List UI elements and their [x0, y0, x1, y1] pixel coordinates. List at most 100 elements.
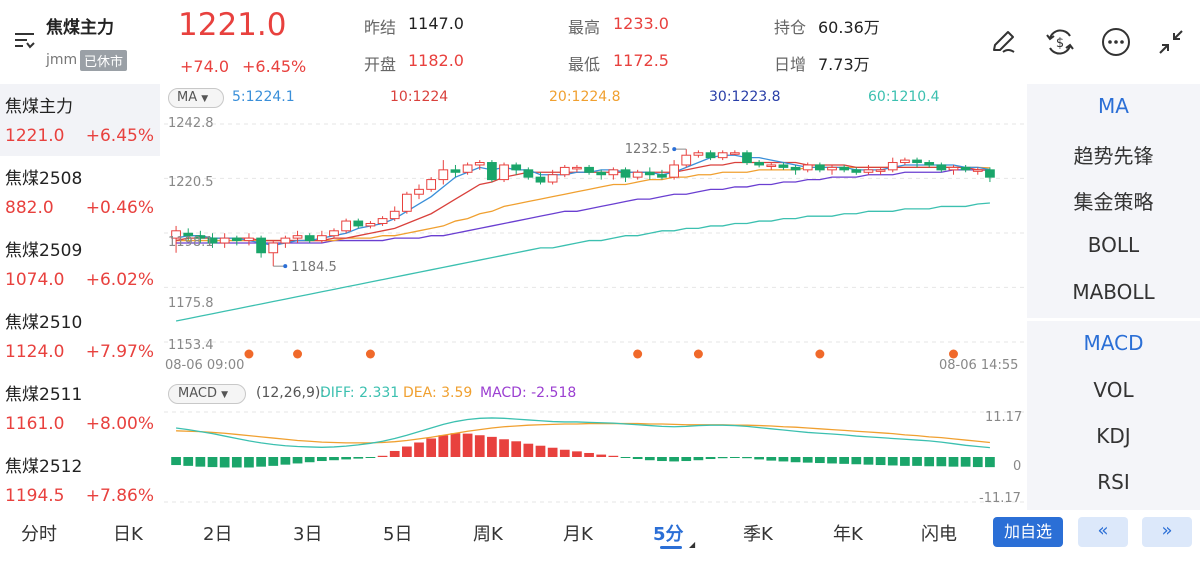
candle: [620, 167, 631, 183]
candle-body: [657, 174, 667, 178]
indicator-macd[interactable]: MACD: [1083, 331, 1144, 355]
candle-body: [596, 171, 607, 176]
tab-3day[interactable]: 3日: [293, 524, 323, 545]
candle: [778, 162, 789, 170]
candle-body: [584, 166, 594, 173]
tab-underline: [660, 546, 682, 549]
macd-bar: [657, 457, 667, 462]
candle: [985, 167, 995, 183]
candle-body: [742, 152, 752, 164]
candle-body: [183, 232, 194, 237]
contract-list-item[interactable]: 焦煤2511 1161.0 +8.00%: [0, 372, 160, 444]
candle-body: [487, 162, 497, 181]
macd-bar: [766, 457, 777, 461]
stat-value-daily-increase: 7.73万: [818, 55, 870, 74]
contract-list-item[interactable]: 焦煤主力 1221.0 +6.45%: [0, 84, 160, 156]
macd-bar: [644, 457, 655, 461]
tab-5day[interactable]: 5日: [383, 524, 413, 545]
contract-name: 焦煤主力: [46, 18, 114, 38]
more-icon[interactable]: [1100, 26, 1132, 58]
indicator-capital-strategy[interactable]: 集金策略: [1073, 190, 1154, 214]
contract-list-name: 焦煤2509: [5, 241, 83, 261]
tab-intraday[interactable]: 分时: [21, 524, 57, 545]
macd-bar: [499, 439, 509, 457]
caret-icon: ◢: [689, 540, 696, 549]
macd-bar: [511, 441, 522, 457]
macd-bar: [304, 457, 315, 463]
macd-bar: [474, 435, 485, 457]
indicator-trend-pioneer[interactable]: 趋势先锋: [1073, 144, 1154, 168]
stat-value-low: 1172.5: [613, 51, 669, 70]
add-favorite-button[interactable]: 加自选: [993, 517, 1063, 547]
candle-body: [936, 164, 947, 171]
contract-list-item[interactable]: 焦煤2508 882.0 +0.46%: [0, 156, 160, 228]
macd-bar: [341, 457, 351, 460]
tab-daily-k[interactable]: 日K: [113, 524, 143, 545]
candle-body: [414, 188, 424, 195]
event-marker: [948, 349, 958, 359]
candle: [559, 164, 570, 178]
macd-bar: [887, 457, 898, 466]
high-marker-label: 1232.5: [625, 142, 671, 157]
macd-bar: [365, 457, 376, 458]
tab-yearly-k[interactable]: 年K: [833, 524, 863, 545]
candle: [790, 164, 801, 175]
tab-quarterly-k[interactable]: 季K: [743, 524, 773, 545]
candle-body: [972, 169, 983, 172]
last-price: 1221.0: [178, 7, 287, 43]
diff-line: [175, 417, 990, 449]
tab-5min[interactable]: 5分: [653, 524, 684, 545]
candle: [924, 160, 935, 168]
contract-list-item[interactable]: 焦煤2512 1194.5 +7.86%: [0, 444, 160, 510]
candle-body: [572, 166, 582, 170]
indicator-kdj[interactable]: KDJ: [1096, 424, 1131, 448]
tab-flash[interactable]: 闪电: [921, 524, 957, 545]
candle: [219, 233, 230, 248]
candle-body: [426, 179, 437, 190]
macd-bar: [729, 457, 740, 458]
candle: [875, 167, 886, 175]
macd-bar: [487, 436, 497, 457]
candle: [863, 164, 874, 175]
indicator-ma[interactable]: MA: [1098, 94, 1129, 118]
macd-chart[interactable]: [164, 406, 1026, 506]
candlestick-chart[interactable]: 1232.5 1184.5: [164, 110, 1026, 380]
indicator-boll[interactable]: BOLL: [1087, 233, 1140, 257]
tab-monthly-k[interactable]: 月K: [563, 524, 593, 545]
macd-bar: [985, 457, 995, 468]
candle-body: [341, 220, 352, 232]
currency-exchange-icon[interactable]: $: [1044, 26, 1076, 58]
contract-list-name: 焦煤2511: [5, 385, 83, 405]
candle: [304, 233, 315, 243]
indicator-rsi[interactable]: RSI: [1097, 470, 1130, 494]
collapse-icon[interactable]: [1155, 26, 1187, 58]
candle: [183, 228, 194, 241]
indicator-vol[interactable]: VOL: [1093, 378, 1134, 402]
macd-bar: [778, 457, 789, 462]
indicator-maboll[interactable]: MABOLL: [1072, 280, 1155, 304]
time-start-label: 08-06 09:00: [165, 358, 245, 373]
tab-weekly-k[interactable]: 周K: [473, 524, 503, 545]
price-change-pct: +6.45%: [242, 57, 307, 76]
ma-selector[interactable]: MA ▼: [168, 88, 224, 108]
tab-2day[interactable]: 2日: [203, 524, 233, 545]
contract-list-item[interactable]: 焦煤2510 1124.0 +7.97%: [0, 300, 160, 372]
candle-body: [353, 220, 364, 227]
candle-body: [547, 174, 558, 183]
macd-selector[interactable]: MACD ▼: [168, 384, 246, 404]
macd-bar: [742, 457, 752, 459]
prev-button[interactable]: «: [1078, 517, 1128, 547]
event-marker: [365, 349, 375, 359]
macd-bar: [608, 455, 619, 457]
chevron-down-icon: ▼: [201, 94, 209, 104]
macd-bar: [268, 457, 279, 466]
candle-body: [256, 237, 266, 254]
macd-y-label: 0: [1013, 459, 1022, 474]
macd-bar: [717, 457, 728, 459]
contract-list-item[interactable]: 焦煤2509 1074.0 +6.02%: [0, 228, 160, 300]
edit-icon[interactable]: [988, 26, 1020, 58]
menu-icon[interactable]: [12, 28, 38, 54]
event-marker: [693, 349, 703, 359]
candle: [316, 230, 327, 243]
next-button[interactable]: »: [1142, 517, 1192, 547]
